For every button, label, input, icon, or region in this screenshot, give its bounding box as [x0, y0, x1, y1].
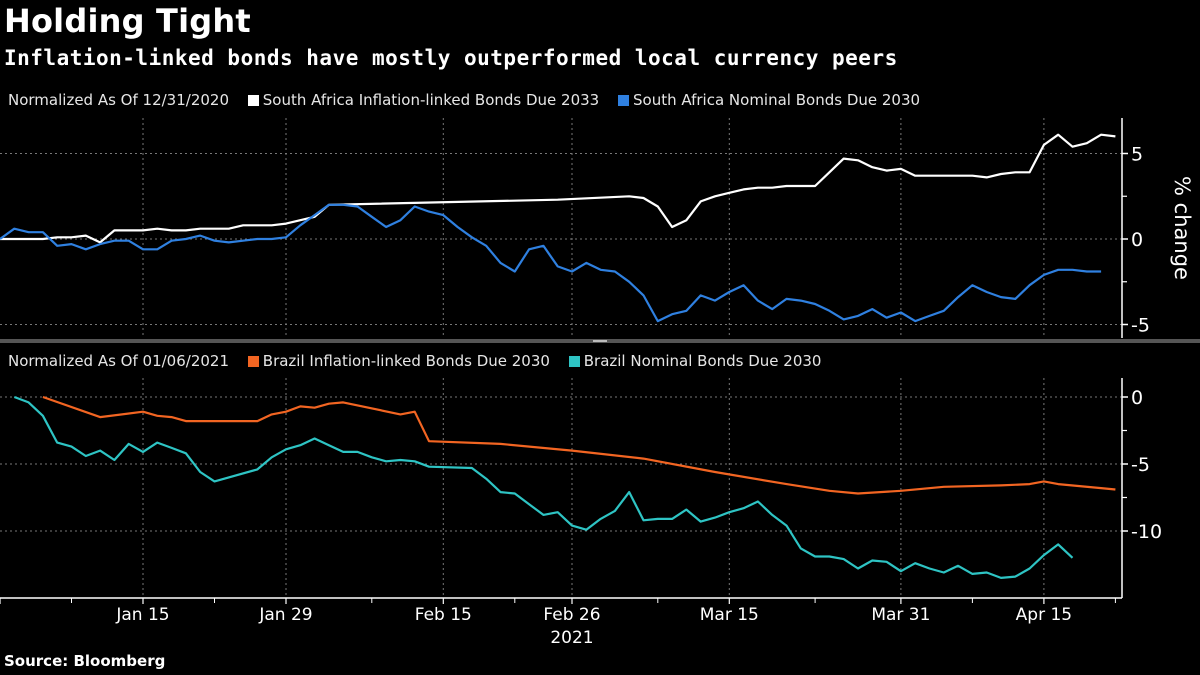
legend-item-sa-inflation-linked[interactable]: South Africa Inflation-linked Bonds Due … — [247, 91, 600, 109]
x-tick-label: Jan 15 — [115, 605, 169, 625]
x-year-label: 2021 — [550, 628, 593, 648]
x-tick-label: Mar 31 — [871, 605, 930, 625]
bottom-series-line-0 — [42, 395, 1116, 495]
chart-title: Holding Tight — [4, 2, 251, 40]
legend-label: South Africa Inflation-linked Bonds Due … — [262, 91, 600, 109]
x-tick-label: Mar 15 — [700, 605, 759, 625]
top-series-line-1 — [0, 203, 1102, 323]
bottom-normalized-label: Normalized As Of 01/06/2021 — [8, 352, 229, 370]
x-tick-label: Jan 29 — [258, 605, 312, 625]
legend-label: South Africa Nominal Bonds Due 2030 — [633, 91, 921, 109]
chart-subtitle: Inflation-linked bonds have mostly outpe… — [4, 46, 898, 70]
top-y-tick-label: 5 — [1131, 144, 1143, 166]
legend-label: Brazil Nominal Bonds Due 2030 — [583, 352, 822, 370]
legend-label: Brazil Inflation-linked Bonds Due 2030 — [262, 352, 550, 370]
legend-swatch — [247, 95, 259, 106]
bottom-legend: Normalized As Of 01/06/2021 Brazil Infla… — [8, 352, 821, 370]
y-axis-title: % change — [1170, 176, 1194, 280]
legend-item-sa-nominal[interactable]: South Africa Nominal Bonds Due 2030 — [618, 91, 920, 109]
legend-swatch — [618, 95, 630, 106]
bottom-y-tick-label: -5 — [1131, 454, 1150, 476]
legend-item-brazil-nominal[interactable]: Brazil Nominal Bonds Due 2030 — [568, 352, 822, 370]
panel-resize-handle[interactable] — [593, 340, 607, 342]
bottom-y-tick-label: -10 — [1131, 521, 1162, 543]
top-legend: Normalized As Of 12/31/2020 South Africa… — [8, 91, 920, 109]
top-y-tick-label: -5 — [1131, 315, 1150, 337]
bottom-y-tick-label: 0 — [1131, 387, 1143, 409]
top-normalized-label: Normalized As Of 12/31/2020 — [8, 91, 229, 109]
bottom-series-line-1 — [13, 395, 1074, 580]
source-note: Source: Bloomberg — [4, 652, 166, 670]
top-series-line-0 — [0, 133, 1116, 244]
legend-swatch — [247, 356, 259, 367]
legend-swatch — [568, 356, 580, 367]
x-tick-label: Feb 15 — [415, 605, 472, 625]
legend-item-brazil-inflation-linked[interactable]: Brazil Inflation-linked Bonds Due 2030 — [247, 352, 550, 370]
top-y-tick-label: 0 — [1131, 229, 1143, 251]
x-tick-label: Feb 26 — [543, 605, 600, 625]
x-tick-label: Apr 15 — [1016, 605, 1072, 625]
